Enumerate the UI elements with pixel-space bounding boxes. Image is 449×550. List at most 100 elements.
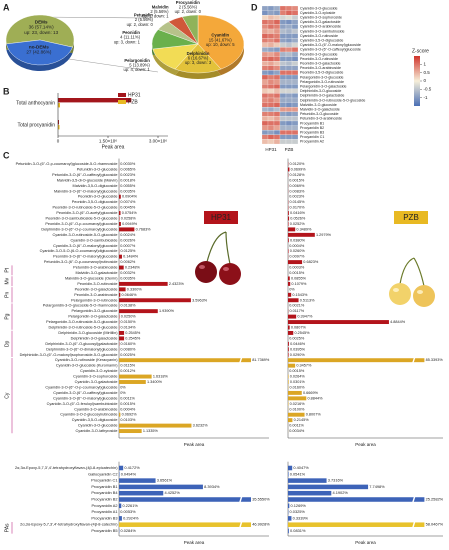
heatmap-cell <box>273 93 281 99</box>
cherries-red <box>195 231 241 285</box>
cherry <box>195 261 217 283</box>
y-tick-label: Pelargonidin-3-O-rutinoside-5-O-glucosid… <box>46 320 117 324</box>
value-label: 0.1543% <box>292 293 308 297</box>
value-label: 3.7316% <box>328 478 344 483</box>
legend-tick-label: -0.5 <box>424 87 432 92</box>
heatmap-cell <box>291 102 299 108</box>
axis-break <box>412 496 416 503</box>
value-label: 3.6232% <box>193 424 209 428</box>
y-tick-label: Cyanidin-3-O-(6''-O-malonyl)glucoside <box>53 244 117 248</box>
heatmap-cell <box>261 24 269 30</box>
highlight <box>199 265 205 269</box>
heatmap-cell <box>261 65 269 71</box>
bar <box>119 287 126 292</box>
y-tick-label: Pelargonidin-3-O-glucoside-5-O-rhamnosid… <box>43 304 118 308</box>
heatmap-cell <box>267 88 275 94</box>
y-tick-label: Cyanidin-3-O-rutinoside (Keracyanin) <box>55 358 118 362</box>
value-label: 0.0904% <box>122 195 138 199</box>
value-label: 0.0083% <box>289 189 305 193</box>
heatmap-cell <box>267 65 275 71</box>
value-label: 0.0125% <box>120 249 136 253</box>
heatmap-cell <box>279 74 287 80</box>
slice-value-label: 2 (5.56%) <box>135 17 154 22</box>
heatmap-cell <box>261 42 269 48</box>
value-label: 4.8844% <box>390 320 406 324</box>
legend-label: HP31 <box>211 213 232 222</box>
value-label: 0.3489% <box>296 227 312 231</box>
legend-swatch <box>118 93 126 97</box>
heatmap-cell <box>267 24 275 30</box>
heatmap-cell <box>291 5 299 11</box>
heatmap-cell <box>285 70 293 76</box>
value-label: 0.6669% <box>303 391 319 395</box>
heatmap-cell <box>285 107 293 112</box>
heatmap-cell <box>261 47 269 53</box>
bar <box>288 221 289 226</box>
bar <box>119 484 203 490</box>
heatmap-cell <box>279 139 287 145</box>
y-tick-label: Peonidin-3-O-(6''-O-malonyl)glucoside <box>53 255 117 259</box>
value-label: 0.0045% <box>120 206 136 210</box>
heatmap-cell <box>285 65 293 71</box>
slice-detail: up: 10, down: 5 <box>206 42 235 47</box>
value-label: 0.0692% <box>122 413 138 417</box>
y-tick-label: Peonidin-3-O-galactoside <box>75 287 118 291</box>
bar <box>119 412 121 417</box>
value-label: 0.0117% <box>289 309 304 313</box>
bar <box>288 490 332 496</box>
value-label: 0.0160% <box>290 385 306 389</box>
heatmap-cell <box>261 74 269 80</box>
heatmap-cell <box>279 79 287 85</box>
bar <box>288 292 292 297</box>
group-label: Pn <box>4 292 10 298</box>
heatmap-cell <box>261 88 269 94</box>
value-label: 0.0949% <box>122 222 138 226</box>
value-label: 0.0395% <box>290 347 306 351</box>
cherry <box>413 285 435 307</box>
value-label: 0.0003% <box>289 266 305 270</box>
group-label: Dp <box>4 340 10 347</box>
heatmap-cell <box>291 61 299 66</box>
value-label: 4.1902% <box>332 490 348 495</box>
bar <box>119 465 124 471</box>
axis-break <box>412 521 416 528</box>
heatmap-cell <box>273 33 281 39</box>
heatmap-cell <box>285 88 293 94</box>
value-label: 0.0699% <box>291 167 307 171</box>
slice-label: Cyanidin <box>211 33 229 38</box>
heatmap-cell <box>261 5 269 11</box>
row-label: Delphinidin-3-O-galactoside <box>300 94 344 98</box>
heatmap-cell <box>267 38 275 43</box>
value-label: 0.0018% <box>120 178 136 182</box>
value-label: 0.0494% <box>121 471 137 476</box>
legend-label: PZB <box>403 213 419 222</box>
value-label: 1.2979% <box>316 233 332 237</box>
value-label: 0.0115% <box>120 364 135 368</box>
slice-detail: up: 2, down: 0 <box>127 22 154 27</box>
heatmap-cell <box>267 125 275 131</box>
bar <box>288 216 290 221</box>
bar <box>119 522 251 527</box>
heatmap-cell <box>285 79 293 85</box>
heatmap-cell <box>267 107 275 112</box>
heatmap-cell <box>279 120 287 126</box>
legend-label: HP31 <box>128 92 141 98</box>
heatmap-cell <box>285 28 293 34</box>
bar <box>119 358 251 363</box>
heatmap-cell <box>291 88 299 94</box>
value-label: 1.6318% <box>153 375 169 379</box>
value-label: 0.0170% <box>290 206 306 210</box>
heatmap-cell <box>285 15 293 20</box>
axis-break <box>239 521 243 528</box>
heatmap-cell <box>291 134 299 140</box>
bar <box>288 363 296 368</box>
y-tick-label: Cyanidin-3-O-5-O-(6-O-coumaroyl)diglucos… <box>40 249 118 253</box>
heatmap-cell <box>285 139 293 145</box>
heatmap-cell <box>279 102 287 108</box>
heatmap-cell <box>279 42 287 48</box>
value-label: 0.0100% <box>289 407 305 411</box>
bar <box>288 352 289 357</box>
bar <box>119 497 251 502</box>
bar <box>288 325 290 330</box>
value-label: 0.0250% <box>121 315 137 319</box>
